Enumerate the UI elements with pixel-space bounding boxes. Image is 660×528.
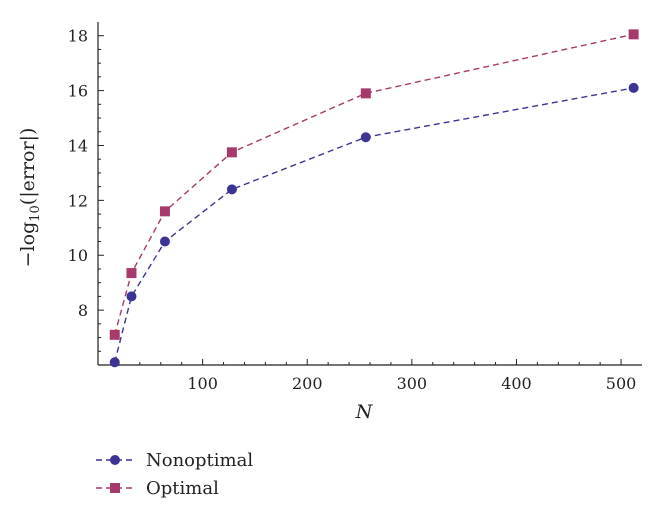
data-point-nonoptimal xyxy=(628,82,639,93)
series-nonoptimal xyxy=(109,82,639,368)
series-line-optimal xyxy=(114,33,634,335)
x-ticks: 100 200 300 400 500 xyxy=(118,359,637,393)
y-tick-label: 10 xyxy=(68,246,88,265)
x-tick-label: 200 xyxy=(292,374,323,393)
data-point-optimal xyxy=(126,268,137,279)
y-axis-title: −log10(|error|) xyxy=(17,128,43,268)
data-point-nonoptimal xyxy=(360,132,371,143)
data-point-nonoptimal xyxy=(126,291,137,302)
x-tick-label: 400 xyxy=(501,374,532,393)
x-axis-title: N xyxy=(355,401,374,423)
series-line-nonoptimal xyxy=(114,87,634,363)
y-tick-label: 16 xyxy=(68,82,88,101)
data-point-nonoptimal xyxy=(226,184,237,195)
y-tick-label: 8 xyxy=(78,301,88,320)
series-optimal xyxy=(109,29,639,340)
legend-label-optimal: Optimal xyxy=(146,478,219,499)
axes xyxy=(97,22,642,366)
legend-label-nonoptimal: Nonoptimal xyxy=(146,450,253,471)
x-tick-label: 500 xyxy=(606,374,637,393)
x-tick-label: 300 xyxy=(397,374,428,393)
data-point-optimal xyxy=(628,29,639,40)
data-point-nonoptimal xyxy=(109,357,120,368)
series-layer xyxy=(109,29,639,368)
y-axis-title-prefix: −log xyxy=(17,222,39,268)
legend-item-nonoptimal: Nonoptimal xyxy=(96,450,253,471)
legend-item-optimal: Optimal xyxy=(96,478,219,499)
y-axis-title-suffix: (|error|) xyxy=(17,128,39,206)
y-tick-label: 12 xyxy=(68,191,88,210)
legend-marker-nonoptimal xyxy=(110,455,120,465)
x-tick-label: 100 xyxy=(187,374,218,393)
y-tick-label: 14 xyxy=(68,136,88,155)
y-ticks: 8 10 12 14 16 18 xyxy=(68,27,104,352)
y-axis-title-subscript: 10 xyxy=(28,205,43,222)
y-tick-label: 18 xyxy=(68,27,88,46)
data-point-nonoptimal xyxy=(159,236,170,247)
data-point-optimal xyxy=(159,206,170,217)
legend: Nonoptimal Optimal xyxy=(96,450,253,499)
legend-marker-optimal xyxy=(110,483,120,493)
data-point-optimal xyxy=(109,329,120,340)
data-point-optimal xyxy=(226,147,237,158)
data-point-optimal xyxy=(360,88,371,99)
